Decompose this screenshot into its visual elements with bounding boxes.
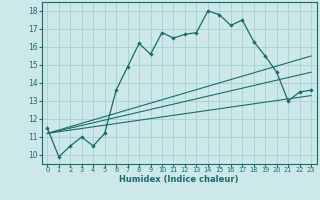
X-axis label: Humidex (Indice chaleur): Humidex (Indice chaleur) [119, 175, 239, 184]
